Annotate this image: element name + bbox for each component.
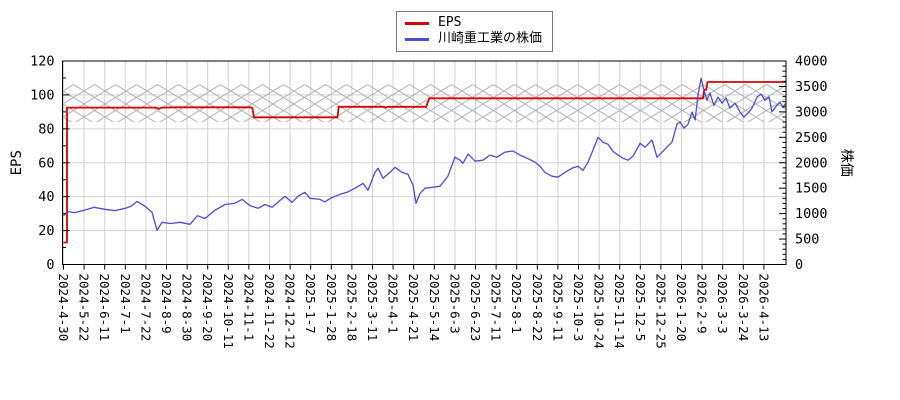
eps-line-swatch bbox=[405, 21, 429, 25]
svg-text:2025-1-7: 2025-1-7 bbox=[303, 274, 318, 334]
svg-text:2024-10-11: 2024-10-11 bbox=[221, 274, 236, 349]
svg-text:20: 20 bbox=[38, 223, 54, 239]
right-axis-title: 株価 bbox=[838, 149, 854, 177]
svg-text:60: 60 bbox=[38, 155, 54, 171]
svg-text:2025-3-11: 2025-3-11 bbox=[365, 274, 380, 342]
eps-line bbox=[63, 81, 786, 244]
svg-text:2024-8-30: 2024-8-30 bbox=[180, 274, 195, 342]
svg-text:3500: 3500 bbox=[795, 79, 828, 95]
svg-text:2025-6-23: 2025-6-23 bbox=[468, 274, 483, 342]
svg-text:1000: 1000 bbox=[795, 206, 828, 222]
svg-text:80: 80 bbox=[38, 121, 54, 137]
svg-text:2024-6-11: 2024-6-11 bbox=[97, 274, 112, 342]
chart-legend: EPS 川崎重工業の株価 bbox=[396, 11, 554, 52]
stock-price-line bbox=[63, 77, 787, 232]
svg-text:2024-11-1: 2024-11-1 bbox=[241, 274, 256, 342]
left-axis-tick-labels: 0 20 40 60 80 100 120 bbox=[30, 54, 54, 274]
svg-text:1500: 1500 bbox=[795, 181, 828, 197]
svg-text:2025-7-11: 2025-7-11 bbox=[489, 274, 504, 342]
svg-text:2024-9-20: 2024-9-20 bbox=[200, 274, 215, 342]
svg-text:3000: 3000 bbox=[795, 104, 828, 120]
svg-text:2024-4-30: 2024-4-30 bbox=[56, 274, 71, 342]
svg-text:2025-11-14: 2025-11-14 bbox=[612, 274, 627, 349]
svg-text:2026-3-24: 2026-3-24 bbox=[736, 274, 751, 342]
svg-text:2024-8-9: 2024-8-9 bbox=[159, 274, 174, 334]
svg-text:120: 120 bbox=[30, 54, 54, 70]
svg-text:2025-1-28: 2025-1-28 bbox=[324, 274, 339, 342]
left-axis-title: EPS bbox=[9, 150, 25, 175]
svg-text:2024-7-22: 2024-7-22 bbox=[138, 274, 153, 342]
svg-text:2025-8-22: 2025-8-22 bbox=[530, 274, 545, 342]
stock-price-line-swatch bbox=[405, 37, 429, 41]
svg-text:2025-10-3: 2025-10-3 bbox=[571, 274, 586, 342]
svg-text:0: 0 bbox=[46, 257, 54, 273]
svg-text:2025-12-25: 2025-12-25 bbox=[653, 274, 668, 349]
svg-text:2024-5-22: 2024-5-22 bbox=[77, 274, 92, 342]
svg-text:2024-7-1: 2024-7-1 bbox=[118, 274, 133, 334]
svg-text:500: 500 bbox=[795, 232, 819, 248]
svg-text:4000: 4000 bbox=[795, 54, 828, 70]
svg-text:2000: 2000 bbox=[795, 155, 828, 171]
svg-text:2025-9-11: 2025-9-11 bbox=[550, 274, 565, 342]
svg-text:2025-10-24: 2025-10-24 bbox=[592, 274, 607, 349]
legend-label-stock-price: 川崎重工業の株価 bbox=[438, 31, 543, 46]
svg-text:2025-12-5: 2025-12-5 bbox=[633, 274, 648, 342]
right-axis-tick-labels: 0 500 1000 1500 2000 2500 3000 3500 4000 bbox=[795, 54, 828, 274]
svg-text:2025-2-18: 2025-2-18 bbox=[344, 274, 359, 342]
eps-range-hatch-band bbox=[62, 84, 786, 123]
svg-text:0: 0 bbox=[795, 257, 803, 273]
svg-text:2026-4-13: 2026-4-13 bbox=[756, 274, 771, 342]
axis-ticks bbox=[62, 60, 786, 270]
svg-text:2025-5-14: 2025-5-14 bbox=[427, 274, 442, 342]
x-axis-tick-labels: 2024-4-30 2024-5-22 2024-6-11 2024-7-1 2024-… bbox=[56, 274, 771, 349]
svg-text:2024-11-22: 2024-11-22 bbox=[262, 274, 277, 349]
svg-text:2026-1-20: 2026-1-20 bbox=[674, 274, 689, 342]
svg-text:2025-8-1: 2025-8-1 bbox=[509, 274, 524, 334]
svg-text:2024-12-12: 2024-12-12 bbox=[283, 274, 298, 349]
svg-text:40: 40 bbox=[38, 189, 54, 205]
svg-text:2026-3-3: 2026-3-3 bbox=[715, 274, 730, 334]
legend-item-eps: EPS bbox=[405, 15, 542, 31]
svg-text:2026-2-9: 2026-2-9 bbox=[695, 274, 710, 334]
legend-item-stock-price: 川崎重工業の株価 bbox=[405, 31, 542, 47]
svg-text:2025-6-3: 2025-6-3 bbox=[447, 274, 462, 334]
svg-text:2025-4-21: 2025-4-21 bbox=[406, 274, 421, 342]
svg-text:2500: 2500 bbox=[795, 130, 828, 146]
svg-text:100: 100 bbox=[30, 87, 54, 103]
legend-label-eps: EPS bbox=[438, 15, 462, 30]
svg-text:2025-4-1: 2025-4-1 bbox=[386, 274, 401, 334]
